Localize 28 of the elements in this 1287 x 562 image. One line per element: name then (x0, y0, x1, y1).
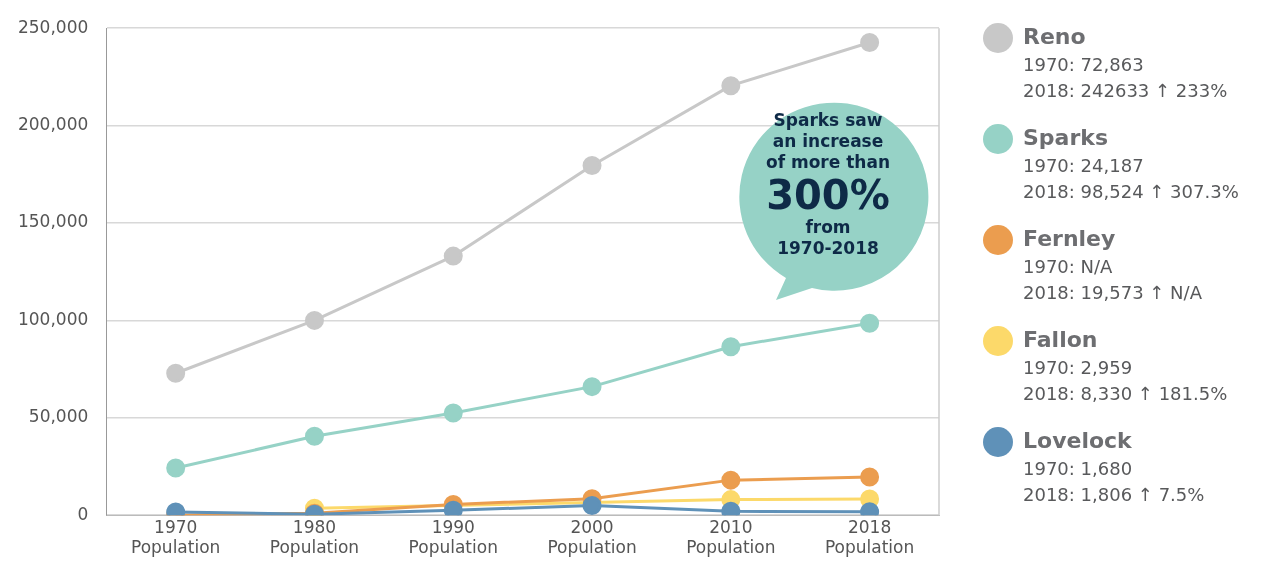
text: 2018: 98,524 ↑ 307.3% (1023, 180, 1239, 204)
legend-label: Sparks (1023, 124, 1109, 152)
y-tick-label: 50,000 (28, 406, 89, 427)
y-tick-label: 150,000 (17, 211, 89, 232)
x-tick-label: 1980 Population (269, 516, 360, 558)
text: 1970: 1,680 (1023, 457, 1134, 481)
y-tick-label: 200,000 (17, 114, 89, 135)
text: 2018: 8,330 ↑ 181.5% (1023, 382, 1229, 406)
x-tick-label: 1990 Population (408, 516, 498, 558)
legend-label: Fernley (1023, 225, 1117, 253)
text: 1970: 24,187 (1023, 154, 1145, 178)
y-tick-label: 100,000 (17, 308, 89, 329)
text: 1970: N/A (1023, 255, 1114, 279)
text: 1970: 72,863 (1023, 53, 1145, 77)
text: 2018: 19,573 ↑ N/A (1023, 281, 1203, 305)
text: 2018: 1,806 ↑ 7.5% (1023, 483, 1206, 507)
legend-label: Lovelock (1023, 427, 1133, 455)
legend-label: Reno (1023, 23, 1087, 51)
x-tick-label: 1970 Population (131, 516, 221, 558)
y-tick-label: 0 (77, 503, 89, 524)
text: 1970: 2,959 (1023, 356, 1134, 380)
annotation: Sparks saw an increase of more than 300% from 1970-2018 (765, 110, 891, 259)
y-tick-label: 250,000 (17, 16, 89, 37)
x-tick-label: 2018 Population (824, 516, 915, 558)
text: 2018: 242633 ↑ 233% (1023, 79, 1229, 103)
x-tick-label: 2010 Population (686, 516, 776, 558)
legend-label: Fallon (1023, 326, 1099, 354)
x-tick-label: 2000 Population (547, 516, 637, 558)
